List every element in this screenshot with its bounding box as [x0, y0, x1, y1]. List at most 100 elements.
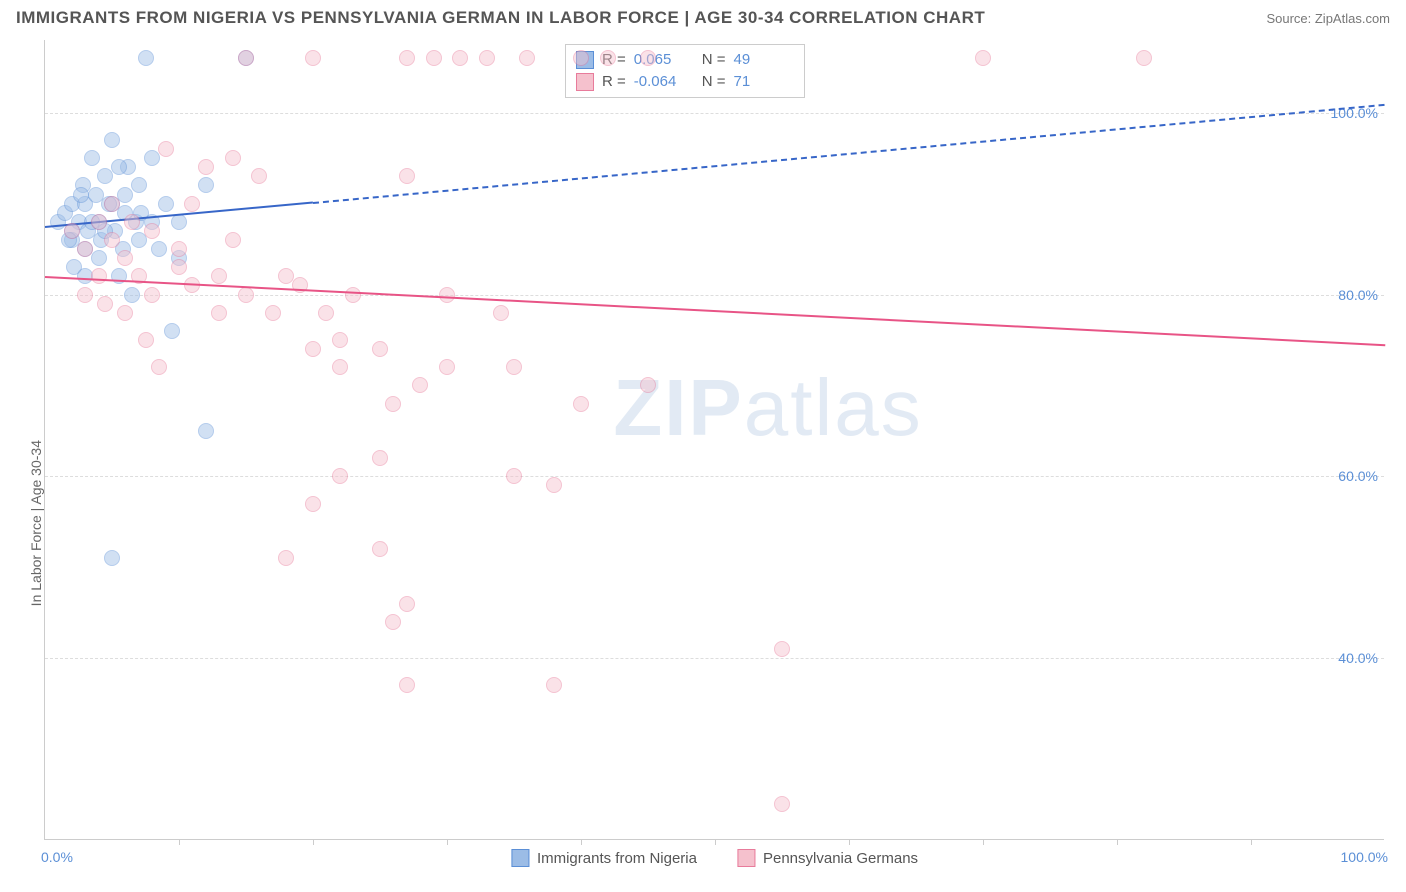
legend-label-nigeria: Immigrants from Nigeria — [537, 850, 697, 867]
data-point — [332, 359, 348, 375]
data-point — [399, 50, 415, 66]
data-point — [124, 287, 140, 303]
data-point — [506, 359, 522, 375]
legend-item-nigeria: Immigrants from Nigeria — [511, 849, 697, 867]
data-point — [305, 496, 321, 512]
data-point — [225, 150, 241, 166]
legend-r-value-pa-german: -0.064 — [634, 71, 694, 93]
data-point — [198, 177, 214, 193]
data-point — [640, 50, 656, 66]
data-point — [77, 287, 93, 303]
data-point — [144, 223, 160, 239]
data-point — [138, 332, 154, 348]
data-point — [117, 305, 133, 321]
x-tick — [447, 839, 448, 845]
legend-swatch-pa-german — [737, 849, 755, 867]
data-point — [138, 50, 154, 66]
data-point — [164, 323, 180, 339]
legend-n-label: N = — [702, 49, 726, 71]
data-point — [104, 132, 120, 148]
x-tick — [715, 839, 716, 845]
legend-r-label: R = — [602, 71, 626, 93]
legend-swatch-pa-german — [576, 73, 594, 91]
data-point — [104, 550, 120, 566]
data-point — [640, 377, 656, 393]
data-point — [104, 196, 120, 212]
y-tick-label: 60.0% — [1338, 468, 1378, 484]
y-tick-label: 80.0% — [1338, 287, 1378, 303]
data-point — [345, 287, 361, 303]
data-point — [278, 550, 294, 566]
x-tick — [1251, 839, 1252, 845]
data-point — [412, 377, 428, 393]
data-point — [73, 187, 89, 203]
data-point — [131, 177, 147, 193]
data-point — [774, 641, 790, 657]
data-point — [184, 196, 200, 212]
data-point — [117, 250, 133, 266]
data-point — [151, 359, 167, 375]
data-point — [452, 50, 468, 66]
chart-title: IMMIGRANTS FROM NIGERIA VS PENNSYLVANIA … — [16, 8, 985, 28]
data-point — [64, 223, 80, 239]
data-point — [77, 241, 93, 257]
data-point — [144, 287, 160, 303]
data-point — [439, 287, 455, 303]
gridline — [45, 658, 1384, 659]
data-point — [265, 305, 281, 321]
data-point — [198, 159, 214, 175]
data-point — [546, 677, 562, 693]
x-tick — [581, 839, 582, 845]
data-point — [519, 50, 535, 66]
legend-item-pa-german: Pennsylvania Germans — [737, 849, 918, 867]
x-axis-min-label: 0.0% — [41, 849, 73, 865]
data-point — [975, 50, 991, 66]
legend-swatch-nigeria — [511, 849, 529, 867]
data-point — [251, 168, 267, 184]
data-point — [600, 50, 616, 66]
data-point — [91, 268, 107, 284]
legend-label-pa-german: Pennsylvania Germans — [763, 850, 918, 867]
legend-n-value-nigeria: 49 — [734, 49, 794, 71]
gridline — [45, 476, 1384, 477]
legend-row-pa-german: R = -0.064 N = 71 — [576, 71, 794, 93]
data-point — [198, 423, 214, 439]
data-point — [238, 50, 254, 66]
x-tick — [313, 839, 314, 845]
data-point — [372, 541, 388, 557]
trend-line — [313, 104, 1385, 204]
x-axis-max-label: 100.0% — [1341, 849, 1388, 865]
data-point — [573, 396, 589, 412]
plot-area: ZIPatlas R = 0.065 N = 49 R = -0.064 N =… — [44, 40, 1384, 840]
data-point — [305, 50, 321, 66]
data-point — [111, 159, 127, 175]
data-point — [774, 796, 790, 812]
data-point — [1136, 50, 1152, 66]
data-point — [211, 268, 227, 284]
data-point — [332, 468, 348, 484]
data-point — [399, 168, 415, 184]
data-point — [385, 396, 401, 412]
data-point — [372, 450, 388, 466]
data-point — [439, 359, 455, 375]
trend-line — [45, 276, 1385, 346]
data-point — [372, 341, 388, 357]
y-axis-title: In Labor Force | Age 30-34 — [28, 440, 44, 606]
chart-container: In Labor Force | Age 30-34 ZIPatlas R = … — [44, 40, 1384, 840]
data-point — [151, 241, 167, 257]
y-tick-label: 40.0% — [1338, 650, 1378, 666]
data-point — [84, 150, 100, 166]
data-point — [91, 250, 107, 266]
data-point — [426, 50, 442, 66]
data-point — [332, 332, 348, 348]
x-tick — [849, 839, 850, 845]
watermark: ZIPatlas — [613, 362, 922, 454]
data-point — [506, 468, 522, 484]
data-point — [171, 241, 187, 257]
data-point — [158, 196, 174, 212]
data-point — [399, 596, 415, 612]
data-point — [104, 232, 120, 248]
x-tick — [983, 839, 984, 845]
legend-n-label: N = — [702, 71, 726, 93]
data-point — [385, 614, 401, 630]
